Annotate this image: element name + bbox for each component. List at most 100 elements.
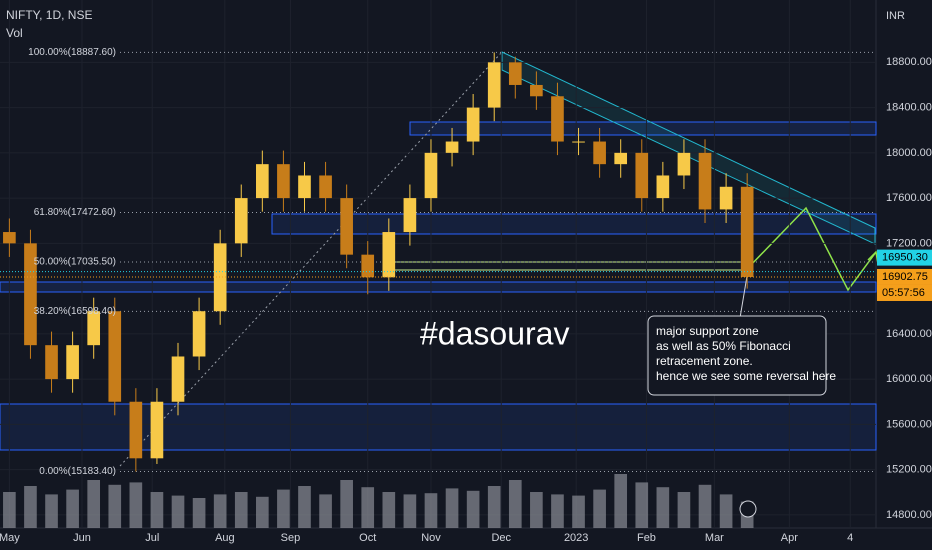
volume-bar [466,490,480,528]
price-marker-label: 16950.30 [882,252,928,264]
candle-body [719,186,733,210]
callout-pointer [739,269,749,319]
candle-body [150,401,164,459]
fib-label: 100.00%(18887.60) [28,47,116,58]
fib-label: 50.00%(17035.50) [34,257,116,268]
x-tick-label: Dec [491,532,511,544]
callout-text: major support zone [656,324,759,338]
candle-body [551,96,564,142]
candle-body [171,356,185,402]
volume-bar [3,492,16,528]
volume-bar [319,494,332,528]
candle-body [298,175,311,199]
candle-body [319,175,332,199]
candle-body [593,141,606,165]
volume-bar [508,480,522,528]
volume-bar [298,486,311,528]
candle-body [213,243,227,312]
volume-bar [277,489,290,528]
candle-body [192,311,206,357]
volume-bar [719,494,733,528]
candle-body [572,141,585,143]
y-tick-label: 14800.00 [886,509,932,521]
y-tick-label: 15200.00 [886,464,932,476]
volume-bar [108,484,122,528]
candle-body [361,254,375,278]
zone [0,281,877,293]
candle-body [24,243,37,346]
callout-text: retracement zone. [656,354,753,368]
y-tick-label: 16000.00 [886,373,932,385]
candle-body [234,198,248,244]
candle-body [340,198,353,255]
volume-bar [192,498,206,528]
x-tick-label: Mar [705,532,724,544]
volume-label: Vol [6,26,23,40]
candle-body [656,175,670,199]
y-tick-label: 18800.00 [886,56,932,68]
y-tick-label: 17600.00 [886,192,932,204]
volume-bar [150,492,164,528]
volume-bar [361,487,375,528]
fib-trend [119,51,503,467]
x-tick-label: Oct [359,532,376,544]
volume-bar [213,494,227,528]
x-tick-label: 4 [847,532,853,544]
volume-bar [87,480,101,528]
forecast-path [747,206,877,292]
x-tick-label: Nov [421,532,441,544]
volume-bar [656,487,670,528]
volume-bar [677,492,691,528]
callout-text: hence we see some reversal here [656,369,836,383]
candle-body [445,141,459,153]
fib-label: 0.00%(15183.40) [39,466,116,477]
price-marker [877,249,932,266]
countdown: 05:57:56 [882,287,925,299]
volume-bar [129,482,143,528]
volume-bar [614,474,628,528]
alert-icon[interactable] [739,500,757,518]
volume-bar [45,494,58,528]
candle-body [3,232,16,244]
volume-bar [234,492,248,528]
zone [409,121,877,136]
callout-box [647,315,827,396]
volume-bar [256,496,269,528]
x-tick-label: Apr [781,532,798,544]
y-tick-label: 15600.00 [886,418,932,430]
candle-body [424,152,438,199]
fib-label: 38.20%(16598.40) [34,306,116,317]
zone [0,403,877,451]
volume-bar [424,493,438,528]
callout-text: as well as 50% Fibonacci [656,339,791,353]
candle-body [277,164,290,199]
volume-bar [171,495,185,528]
candle-body [129,401,143,459]
volume-bar [635,482,649,528]
watermark: #dasourav [420,315,569,351]
volume-bar [698,484,712,528]
volume-bar [24,486,37,528]
volume-bar [530,492,543,528]
trend-channel [501,51,876,245]
candle-body [698,152,712,210]
candle-body [382,232,396,278]
countdown-box [877,284,932,301]
fib-label: 61.80%(17472.60) [34,207,116,218]
candle-body [677,152,691,176]
symbol: NIFTY, 1D, NSE [6,8,92,22]
candle-body [614,152,628,165]
x-tick-label: Feb [637,532,656,544]
candle-body [635,152,649,199]
volume-bar [593,489,606,528]
volume-bar [551,494,564,528]
price-marker-label: 16902.75 [882,271,928,283]
currency: INR [886,10,905,22]
volume-bar [66,489,79,528]
x-tick-label: 2023 [564,532,588,544]
volume-bar [445,488,459,528]
